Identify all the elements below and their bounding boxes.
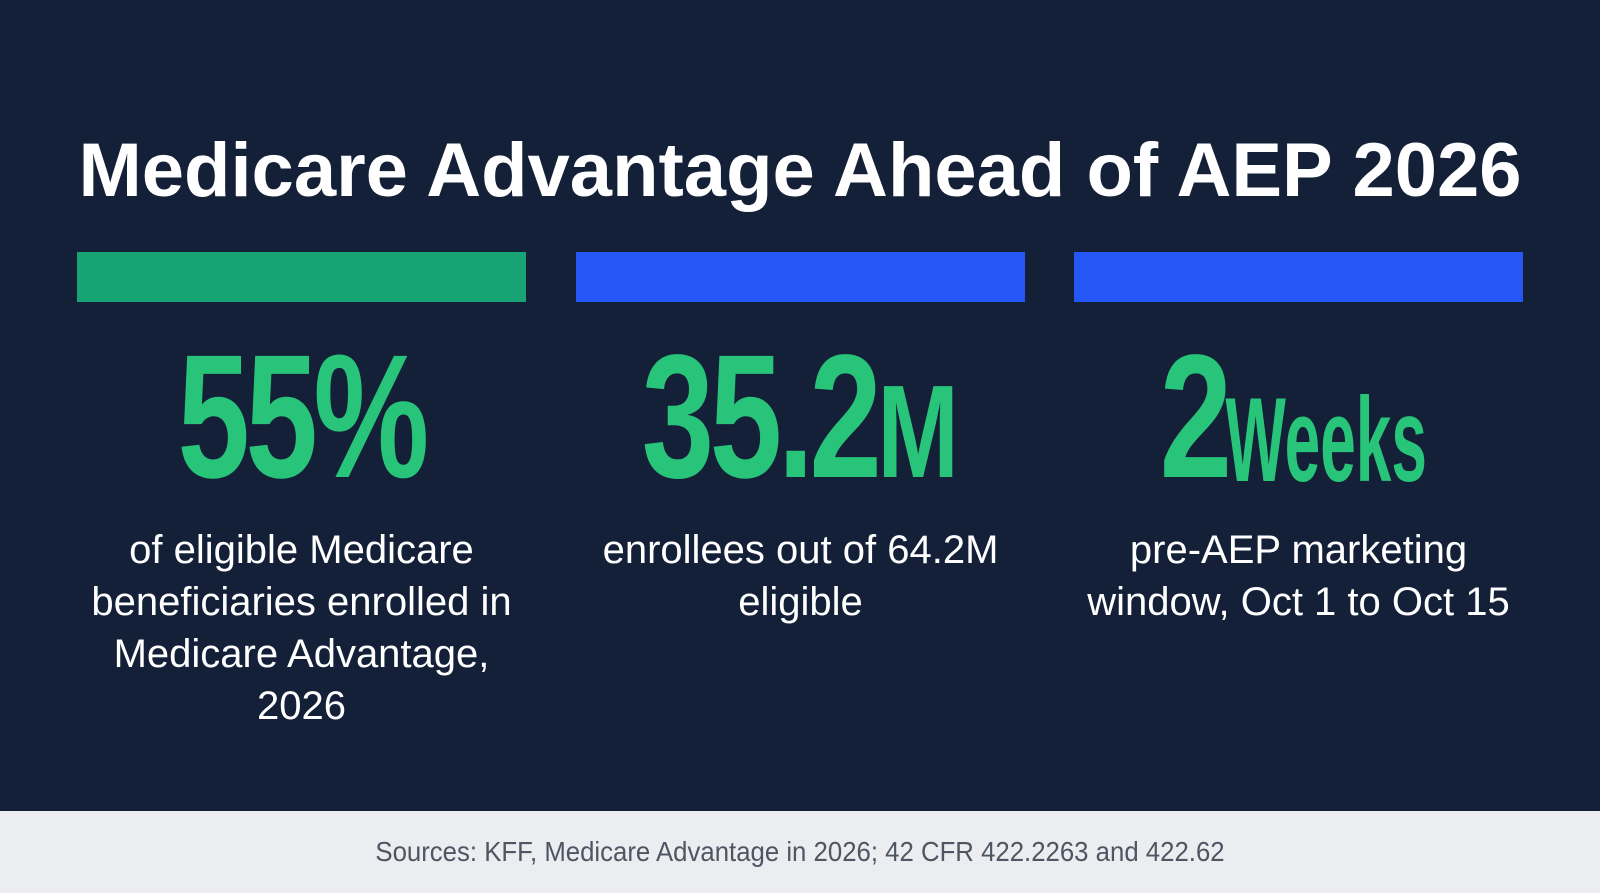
accent-bar-green xyxy=(77,252,526,302)
stat-card-enrollees: 35.2M enrollees out of 64.2M eligible xyxy=(576,252,1025,628)
sources-note: Sources: KFF, Medicare Advantage in 2026… xyxy=(375,836,1225,867)
stat-figure-group: 2 Weeks xyxy=(1159,319,1437,558)
stat-figure: 35.2M xyxy=(576,329,1025,505)
stat-value: 35.2 xyxy=(641,319,882,515)
accent-bar-blue xyxy=(1074,252,1523,302)
stat-description: pre-AEP marketing window, Oct 1 to Oct 1… xyxy=(1087,528,1510,624)
stat-unit: Weeks xyxy=(1226,373,1428,507)
stat-value: 55% xyxy=(177,319,430,515)
stat-description: of eligible Medicare beneficiaries enrol… xyxy=(91,528,512,728)
stat-figure: 2 Weeks xyxy=(1074,329,1523,507)
stat-description: enrollees out of 64.2M eligible xyxy=(602,528,999,624)
stat-figure: 55% xyxy=(77,329,526,505)
page-title: Medicare Advantage Ahead of AEP 2026 xyxy=(78,127,1522,213)
stat-figure-group: 35.2M xyxy=(641,319,960,558)
stat-unit: M xyxy=(877,358,960,505)
stat-card-enrollment-share: 55% of eligible Medicare beneficiaries e… xyxy=(77,252,526,732)
footer: Sources: KFF, Medicare Advantage in 2026… xyxy=(0,811,1600,893)
stat-value: 2 xyxy=(1159,319,1232,515)
stat-figure-group: 55% xyxy=(177,319,430,558)
stat-card-marketing-window: 2 Weeks pre-AEP marketing window, Oct 1 … xyxy=(1074,252,1523,628)
accent-bar-blue xyxy=(576,252,1025,302)
